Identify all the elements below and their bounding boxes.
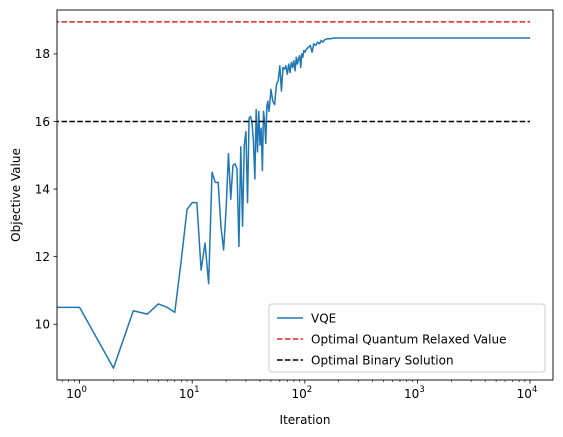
legend-box [268, 303, 546, 373]
x-tick-label: 103 [404, 385, 425, 401]
legend-entry: Optimal Quantum Relaxed Value [311, 332, 507, 346]
x-tick-base: 10 [66, 387, 81, 401]
x-axis-label: Iteration [280, 413, 331, 427]
x-tick-exponent: 1 [194, 385, 199, 395]
x-tick-base: 10 [179, 387, 194, 401]
x-tick-exponent: 4 [532, 385, 537, 395]
x-tick-exponent: 0 [82, 385, 87, 395]
x-tick-base: 10 [291, 387, 306, 401]
x-tick-exponent: 3 [419, 385, 424, 395]
y-tick-label: 10 [35, 318, 50, 332]
legend: VQE Optimal Quantum Relaxed Value Optimal … [268, 303, 546, 373]
x-tick-label: 100 [66, 385, 87, 401]
x-tick-label: 101 [179, 385, 200, 401]
y-tick-label: 14 [35, 182, 50, 196]
x-tick-base: 10 [517, 387, 532, 401]
series-line-vqe [57, 37, 531, 369]
y-tick-label: 12 [35, 250, 50, 264]
x-tick-base: 10 [404, 387, 419, 401]
legend-entry: VQE [311, 311, 336, 325]
x-tick-label: 104 [517, 385, 538, 401]
x-tick-exponent: 2 [307, 385, 312, 395]
plot-area [57, 21, 531, 369]
x-tick-label: 102 [291, 385, 312, 401]
y-tick-label: 16 [35, 115, 50, 129]
y-axis-label: Objective Value [9, 148, 23, 242]
legend-entry: Optimal Binary Solution [311, 353, 454, 367]
y-tick-label: 18 [35, 47, 50, 61]
